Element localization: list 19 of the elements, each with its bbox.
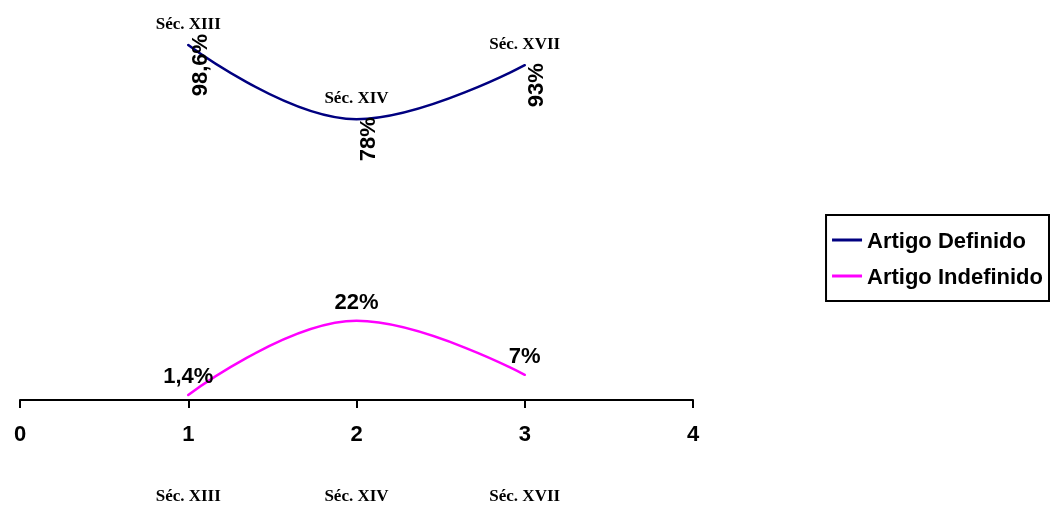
data-label: 22% [334, 289, 379, 315]
text: Séc. XIV [324, 485, 390, 505]
annotation: Séc. XIV [324, 87, 390, 107]
data-label: 93% [523, 63, 549, 108]
data-label: 7% [508, 343, 541, 369]
x-tick-label: 3 [518, 420, 531, 446]
text: Séc. XVII [489, 485, 561, 505]
annotation: Séc. XVII [489, 33, 561, 53]
data-label: 98,6% [186, 33, 212, 97]
x-tick-label: 0 [13, 420, 27, 446]
x-tick-label: 2 [350, 420, 363, 446]
data-label: 1,4% [163, 363, 214, 389]
data-label: 78% [355, 117, 380, 162]
legend-label: Artigo Indefinido [867, 263, 1043, 289]
x-tick-label: 4 [686, 420, 700, 446]
text: Séc. XIII [155, 485, 222, 505]
legend-label: Artigo Definido [867, 227, 1026, 253]
x-tick-label: 1 [182, 420, 195, 446]
annotation: Séc. XIII [155, 13, 222, 33]
